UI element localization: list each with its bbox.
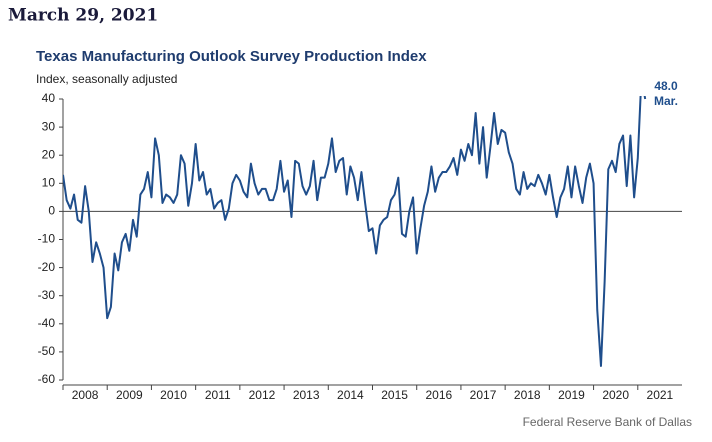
x-tick-label: 2017 [470, 388, 497, 402]
x-tick-label: 2014 [337, 388, 364, 402]
y-tick-label: -60 [38, 372, 56, 386]
end-period-label: Mar. [654, 94, 678, 108]
y-tick-label: 0 [48, 204, 55, 218]
y-tick-label: 40 [42, 91, 56, 105]
source: Federal Reserve Bank of Dallas [523, 415, 692, 429]
x-tick-label: 2016 [425, 388, 452, 402]
x-tick-label: 2013 [293, 388, 320, 402]
x-tick-label: 2020 [602, 388, 629, 402]
y-tick-label: 30 [42, 119, 56, 133]
y-tick-label: 20 [42, 147, 56, 161]
x-tick-label: 2015 [381, 388, 408, 402]
data-line [63, 96, 647, 367]
chart-subtitle: Index, seasonally adjusted [36, 72, 177, 86]
end-value-label: 48.0 [654, 79, 678, 93]
y-tick-label: -10 [38, 232, 56, 246]
x-tick-label: 2018 [514, 388, 541, 402]
x-tick-label: 2010 [160, 388, 187, 402]
x-tick-label: 2019 [558, 388, 585, 402]
x-tick-label: 2011 [205, 388, 231, 402]
x-tick-label: 2021 [647, 388, 674, 402]
y-tick-label: -50 [38, 344, 56, 358]
y-tick-label: -30 [38, 288, 56, 302]
x-tick-label: 2008 [72, 388, 99, 402]
chart-title: Texas Manufacturing Outlook Survey Produ… [36, 48, 427, 65]
x-tick-label: 2012 [249, 388, 276, 402]
y-tick-label: -20 [38, 260, 56, 274]
y-tick-label: -40 [38, 316, 56, 330]
date: March 29, 2021 [8, 6, 158, 26]
x-tick-label: 2009 [116, 388, 143, 402]
y-tick-label: 10 [42, 175, 56, 189]
